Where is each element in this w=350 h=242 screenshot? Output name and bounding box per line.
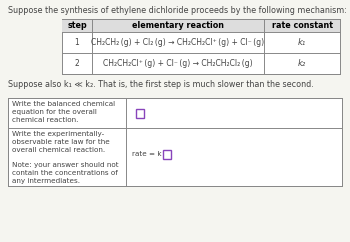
Text: 2: 2 [75, 59, 79, 68]
Bar [8, 98, 342, 186]
Text: 1: 1 [75, 38, 79, 47]
Text: k₁: k₁ [298, 38, 306, 47]
Text: step: step [67, 21, 87, 30]
Text: rate = k: rate = k [132, 151, 164, 157]
Text: Suppose also k₁ ≪ k₂. That is, the first step is much slower than the second.: Suppose also k₁ ≪ k₂. That is, the first… [8, 80, 314, 89]
Bar [62, 19, 340, 74]
Bar [62, 19, 340, 32]
Text: k₂: k₂ [298, 59, 306, 68]
Text: CH₂CH₂ (g) + Cl₂ (g) → CH₂CH₂Cl⁺ (g) + Cl⁻ (g): CH₂CH₂ (g) + Cl₂ (g) → CH₂CH₂Cl⁺ (g) + C… [91, 38, 265, 47]
Text: CH₂CH₂Cl⁺ (g) + Cl⁻ (g) → CH₂CH₂Cl₂ (g): CH₂CH₂Cl⁺ (g) + Cl⁻ (g) → CH₂CH₂Cl₂ (g) [103, 59, 253, 68]
Bar [136, 108, 144, 118]
Text: Suppose the synthesis of ethylene dichloride proceeds by the following mechanism: Suppose the synthesis of ethylene dichlo… [8, 6, 347, 15]
Text: Write the experimentally-
observable rate law for the
overall chemical reaction.: Write the experimentally- observable rat… [12, 131, 119, 183]
Text: Write the balanced chemical
equation for the overall
chemical reaction.: Write the balanced chemical equation for… [12, 101, 115, 123]
Text: elementary reaction: elementary reaction [132, 21, 224, 30]
Bar [163, 150, 171, 159]
Text: rate constant: rate constant [272, 21, 332, 30]
